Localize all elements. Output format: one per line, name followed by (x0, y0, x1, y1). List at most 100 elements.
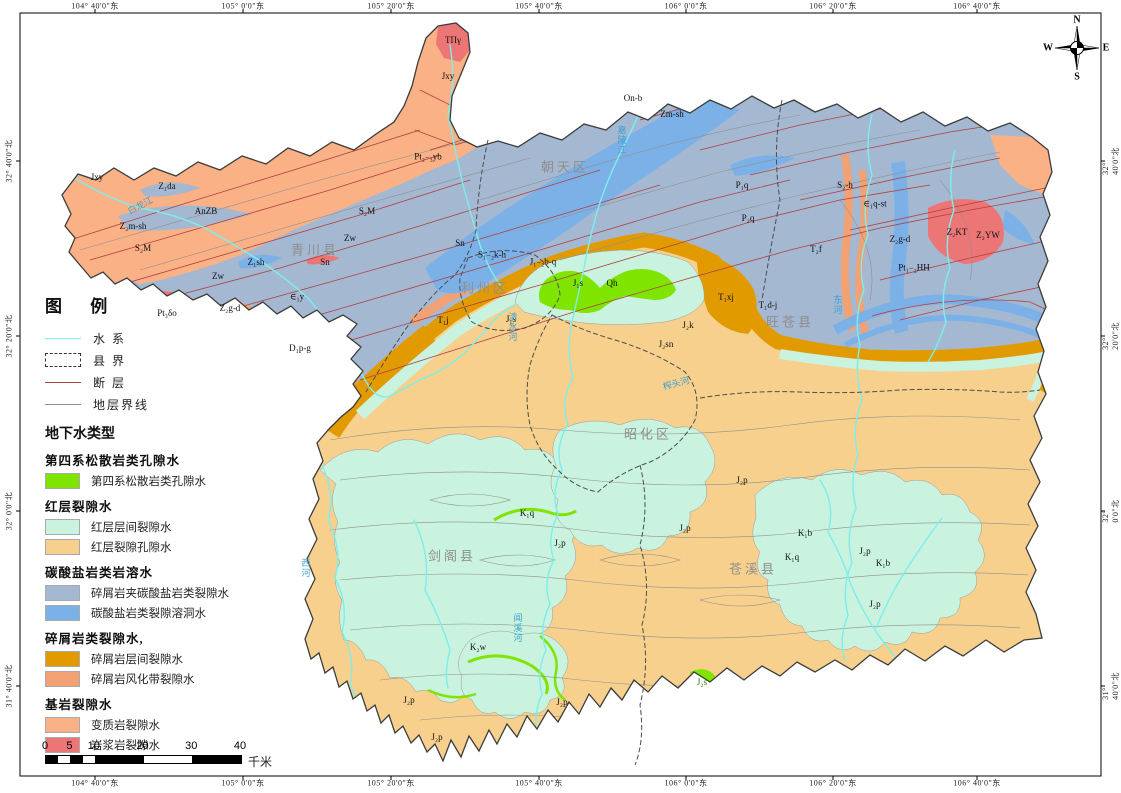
scale-tick-number: 10 (87, 740, 100, 752)
scale-bar-segment (82, 756, 95, 763)
map-frame (16, 9, 1105, 780)
scale-bar-segment (46, 756, 59, 763)
legend-item-label: 碎屑岩层间裂隙水 (91, 654, 183, 666)
legend-line-item: 水 系 (45, 327, 295, 349)
legend-item-label: 红层层间裂隙水 (91, 522, 172, 534)
legend-line-item: 地层界线 (45, 393, 295, 415)
scale-tick-number: 20 (136, 740, 149, 752)
legend-color-swatch (45, 737, 80, 753)
compass-e-label: E (1102, 42, 1110, 54)
legend-color-swatch (45, 585, 80, 601)
legend-item: 碳酸盐岩类裂隙溶洞水 (45, 605, 295, 621)
compass-s-label: S (1074, 71, 1080, 83)
scale-bar-segment (192, 756, 241, 763)
legend-item-label: 碎屑岩风化带裂隙水 (91, 674, 195, 686)
legend-line-label: 水 系 (93, 331, 127, 346)
legend-line-item: 县 界 (45, 349, 295, 371)
groundwater-group-heading: 基岩裂隙水 (45, 698, 113, 712)
legend-line-label: 地层界线 (93, 397, 150, 412)
legend-item: 碎屑岩夹碳酸盐岩类裂隙水 (45, 585, 295, 601)
latitude-label-left: 32° 40'0"北 (4, 139, 14, 183)
longitude-label-top: 106° 20'0"东 (809, 1, 857, 11)
longitude-label-top: 105° 0'0"东 (221, 1, 265, 11)
stratum-line-swatch (45, 403, 81, 405)
legend-item-label: 红层裂隙孔隙水 (91, 542, 172, 554)
scale-bar-graphic (45, 755, 242, 764)
longitude-label-top: 104° 40'0"东 (71, 1, 119, 11)
legend-item: 岩浆岩裂隙水 (45, 737, 295, 753)
river-line-swatch (45, 337, 81, 339)
legend-color-swatch (45, 605, 80, 621)
groundwater-group-heading: 碳酸盐岩类岩溶水 (45, 566, 154, 580)
legend-color-swatch (45, 473, 80, 489)
legend-item-label: 变质岩裂隙水 (91, 720, 160, 732)
legend-panel: 图 例 水 系县 界断 层地层界线 地下水类型 第四系松散岩类孔隙水 第四系松散岩… (45, 292, 295, 757)
legend-item: 红层层间裂隙水 (45, 519, 295, 535)
legend-groups: 第四系松散岩类孔隙水 第四系松散岩类孔隙水 红层裂隙水 红层层间裂隙水 红层裂隙孔隙水碳… (45, 450, 295, 753)
county-boundaries (61, 22, 1053, 766)
scale-bar-segment (94, 756, 144, 763)
legend-color-swatch (45, 717, 80, 733)
legend-color-swatch (45, 539, 80, 555)
latitude-label-left: 32° 0'0"北 (4, 491, 14, 531)
latitude-label-right: 31° 40'0"北 (1101, 672, 1120, 700)
legend-item: 碎屑岩风化带裂隙水 (45, 671, 295, 687)
legend-item-label: 碎屑岩夹碳酸盐岩类裂隙水 (91, 588, 229, 600)
legend-item: 第四系松散岩类孔隙水 (45, 473, 295, 489)
legend-line-items: 水 系县 界断 层地层界线 (45, 327, 295, 415)
groundwater-type-title: 地下水类型 (45, 427, 115, 442)
legend-color-swatch (45, 519, 80, 535)
latitude-label-right: 32° 40'0"北 (1101, 147, 1120, 175)
scale-tick-number: 0 (41, 740, 49, 752)
scale-bar-segment (58, 756, 71, 763)
longitude-label-top: 105° 20'0"东 (367, 1, 415, 11)
fault-symbol (45, 381, 81, 383)
latitude-label-left: 31° 40'0"北 (4, 664, 14, 708)
longitude-label-bottom: 105° 0'0"东 (221, 778, 265, 788)
legend-line-label: 县 界 (93, 353, 127, 368)
legend-item: 碎屑岩层间裂隙水 (45, 651, 295, 667)
longitude-label-bottom: 104° 40'0"东 (71, 778, 119, 788)
longitude-label-bottom: 105° 40'0"东 (515, 778, 563, 788)
longitude-label-top: 106° 0'0"东 (664, 1, 708, 11)
legend-color-swatch (45, 651, 80, 667)
legend-line-item: 断 层 (45, 371, 295, 393)
county-symbol (45, 353, 81, 367)
longitude-label-top: 105° 40'0"东 (515, 1, 563, 11)
groundwater-group-heading: 红层裂隙水 (45, 500, 113, 514)
groundwater-group-heading: 碎屑岩类裂隙水, (45, 632, 144, 646)
latitude-label-left: 32° 20'0"北 (4, 314, 14, 358)
scale-tick-number: 5 (66, 740, 73, 752)
longitude-label-bottom: 106° 40'0"东 (953, 778, 1001, 788)
legend-item-label: 第四系松散岩类孔隙水 (91, 476, 206, 488)
scale-bar-numbers: 0 5 10 20 30 40 (41, 740, 305, 753)
longitude-label-bottom: 105° 20'0"东 (367, 778, 415, 788)
scale-tick-number: 30 (185, 740, 198, 752)
legend-item: 红层裂隙孔隙水 (45, 539, 295, 555)
scale-tick-number: 40 (233, 740, 247, 752)
legend-line-label: 断 层 (93, 375, 127, 390)
compass-w-label: W (1043, 42, 1053, 54)
legend-item-label: 岩浆岩裂隙水 (91, 740, 160, 752)
legend-item: 变质岩裂隙水 (45, 717, 295, 733)
scale-bar-segment (143, 756, 193, 763)
groundwater-group-heading: 第四系松散岩类孔隙水 (45, 454, 181, 468)
fault-line-swatch (45, 381, 81, 383)
scale-bar: 0 5 10 20 30 40 千米 (41, 740, 305, 772)
scale-bar-unit: 千米 (248, 755, 273, 769)
legend-title: 图 例 (45, 297, 120, 316)
legend-item-label: 碳酸盐岩类裂隙溶洞水 (91, 608, 206, 620)
latitude-label-right: 32° 20'0"北 (1101, 322, 1120, 350)
compass-n-label: N (1073, 14, 1081, 26)
compass-star (1054, 25, 1100, 71)
legend-color-swatch (45, 671, 80, 687)
scale-bar-segment (70, 756, 83, 763)
longitude-label-bottom: 106° 20'0"东 (809, 778, 857, 788)
latitude-label-right: 32° 0'0"北 (1101, 499, 1120, 523)
longitude-label-bottom: 106° 0'0"东 (664, 778, 708, 788)
longitude-label-top: 106° 40'0"东 (953, 1, 1001, 11)
stratum-symbol (45, 403, 81, 405)
river-symbol (45, 337, 81, 339)
